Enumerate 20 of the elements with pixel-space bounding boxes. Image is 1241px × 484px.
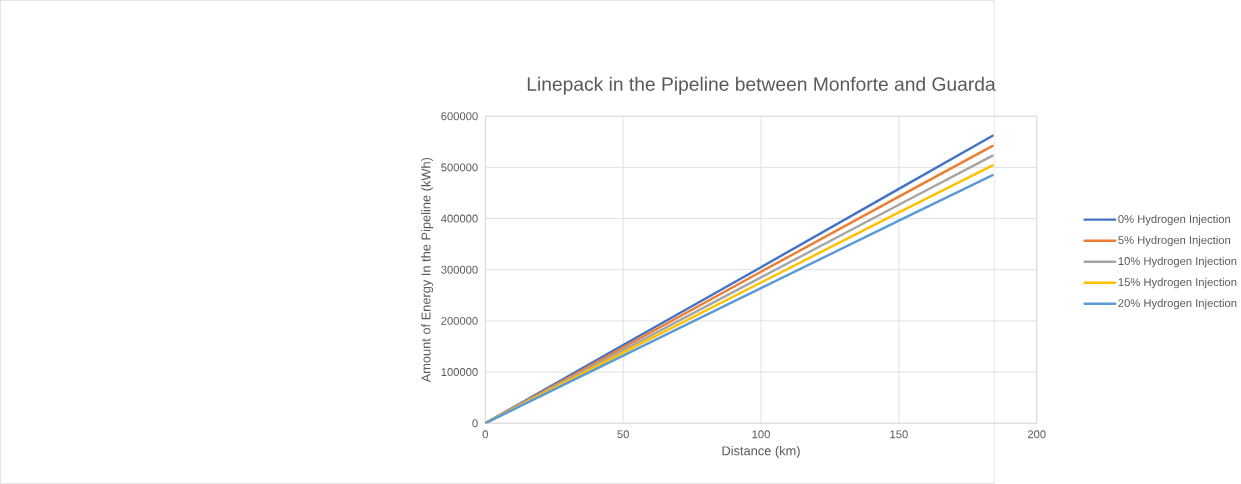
- y-tick-label: 300000: [441, 265, 478, 274]
- x-tick-label: 0: [482, 430, 488, 439]
- y-tick-label: 400000: [441, 214, 478, 223]
- y-tick-label: 500000: [441, 163, 478, 172]
- y-tick-label: 600000: [441, 112, 478, 121]
- y-axis-title: Amount of Energy In the Pipeline (kWh): [421, 157, 434, 383]
- legend-label: 10% Hydrogen Injection: [1118, 256, 1237, 268]
- x-tick-label: 150: [890, 430, 908, 439]
- legend-label: 5% Hydrogen Injection: [1118, 235, 1231, 247]
- legend-label: 0% Hydrogen Injection: [1118, 214, 1231, 226]
- legend-label: 15% Hydrogen Injection: [1118, 277, 1237, 289]
- y-tick-label: 0: [472, 419, 478, 428]
- x-axis-title: Distance (km): [722, 445, 800, 458]
- legend-label: 20% Hydrogen Injection: [1118, 298, 1237, 310]
- x-tick-label: 50: [617, 430, 629, 439]
- y-tick-label: 100000: [441, 368, 478, 376]
- y-tick-label: 200000: [441, 316, 478, 325]
- x-tick-label: 200: [1027, 430, 1046, 439]
- x-tick-label: 100: [752, 430, 770, 439]
- chart-title: Linepack in the Pipeline between Monforte and Guarda: [527, 76, 996, 95]
